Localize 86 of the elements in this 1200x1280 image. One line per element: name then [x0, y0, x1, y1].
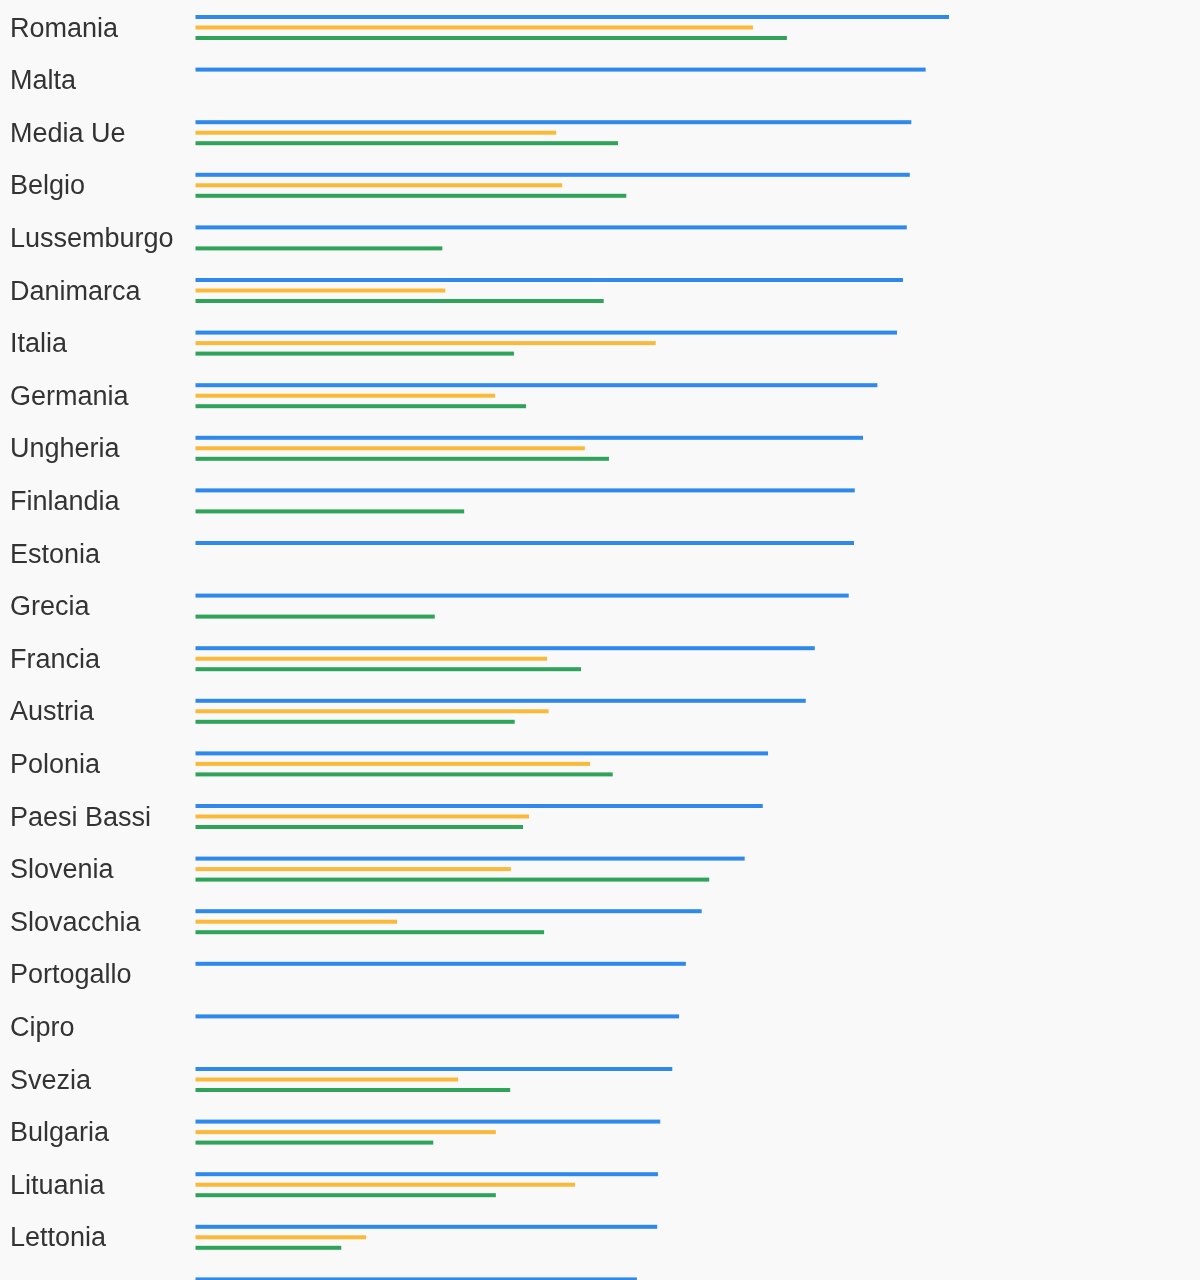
bar [195, 719, 515, 724]
y-tick-label: Francia [10, 643, 102, 674]
bar [195, 488, 855, 493]
bar [195, 825, 523, 829]
bar [195, 246, 443, 251]
y-tick-label: Portogallo [10, 959, 132, 990]
bar [195, 1172, 658, 1177]
bar [195, 509, 465, 514]
bar [195, 877, 710, 882]
y-tick-label: Polonia [10, 748, 102, 779]
bar [195, 1119, 661, 1124]
bar [195, 1077, 459, 1082]
y-tick-label: Media Ue [10, 117, 126, 148]
bar [195, 67, 926, 72]
bar [195, 646, 815, 651]
y-tick-label: Paesi Bassi [10, 801, 152, 832]
y-tick-label: Lituania [10, 1169, 106, 1200]
bar [195, 299, 604, 303]
y-tick-label: Slovacchia [10, 906, 142, 937]
bar [195, 614, 435, 619]
bar [195, 1235, 367, 1240]
bar [195, 141, 618, 146]
bar [195, 393, 496, 398]
bar [195, 804, 763, 808]
bar [195, 656, 548, 661]
bar [195, 772, 613, 777]
y-tick-label: Austria [10, 696, 96, 727]
bar [195, 909, 702, 914]
bar [195, 456, 609, 461]
bar [195, 288, 446, 293]
bar [195, 183, 563, 188]
bar [195, 446, 585, 451]
bar [195, 1014, 680, 1019]
y-tick-label: Danimarca [10, 275, 142, 306]
y-tick-label: Italia [10, 328, 69, 359]
y-tick-label: Belgio [10, 170, 86, 201]
bar [195, 172, 910, 177]
bar [195, 1224, 658, 1229]
bar [195, 435, 864, 440]
y-tick-label: Romania [10, 12, 120, 43]
bar [195, 25, 753, 30]
bar [195, 761, 591, 766]
bar [195, 593, 849, 598]
bar [195, 351, 514, 356]
bar [195, 667, 582, 672]
bar [195, 1277, 637, 1280]
bar [195, 383, 878, 388]
y-tick-label: Malta [10, 65, 78, 96]
bar [195, 1088, 511, 1092]
bar [195, 278, 904, 282]
bar [195, 341, 656, 346]
bar [195, 130, 557, 135]
bar [195, 330, 897, 335]
bar [195, 1182, 576, 1187]
y-tick-label: Slovenia [10, 854, 115, 885]
y-tick-label: Lussemburgo [10, 222, 174, 253]
y-tick-label: Ungheria [10, 433, 121, 464]
bar [195, 225, 907, 230]
bar [195, 1193, 496, 1198]
bar [195, 930, 545, 935]
y-tick-label: Grecia [10, 591, 91, 622]
bar [195, 1067, 673, 1071]
y-tick-label: Bulgaria [10, 1117, 111, 1148]
bar [195, 751, 769, 756]
bar [195, 36, 787, 40]
bar [195, 961, 686, 966]
y-tick-label: Germania [10, 380, 130, 411]
bar [195, 404, 527, 409]
bar [195, 1130, 496, 1135]
bar [195, 1140, 434, 1145]
y-tick-label: Lettonia [10, 1222, 108, 1253]
bar [195, 814, 530, 819]
bar [195, 193, 627, 198]
y-tick-label: Estonia [10, 538, 102, 569]
bar [195, 698, 806, 703]
y-tick-label: Finlandia [10, 485, 121, 516]
bar [195, 120, 912, 125]
bar [195, 15, 949, 19]
bar [195, 856, 745, 861]
bar [195, 709, 549, 714]
bar [195, 1245, 342, 1250]
bar [195, 867, 511, 872]
y-tick-label: Cipro [10, 1011, 75, 1042]
bar [195, 919, 398, 924]
y-tick-label: Svezia [10, 1064, 93, 1095]
bar [195, 541, 854, 545]
